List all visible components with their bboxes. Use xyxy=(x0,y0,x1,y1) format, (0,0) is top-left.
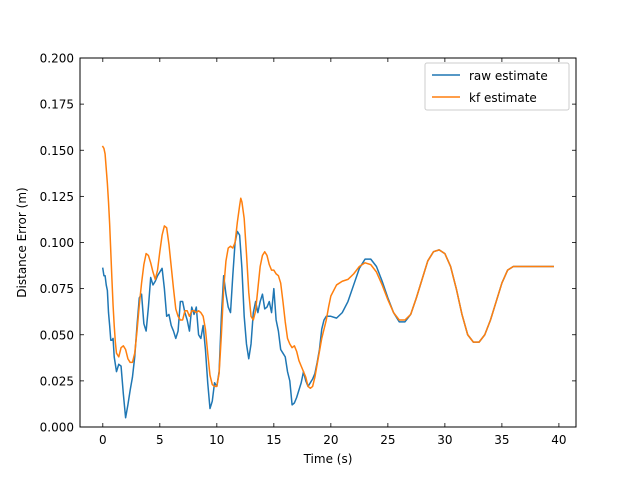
y-axis-label: Distance Error (m) xyxy=(15,187,29,297)
y-tick-label: 0.100 xyxy=(40,236,74,250)
axes-frame xyxy=(79,57,577,428)
series-line-raw-estimate xyxy=(101,230,554,419)
legend-label-kf-estimate: kf estimate xyxy=(469,91,537,105)
y-tick-label: 0.025 xyxy=(40,374,74,388)
series-line-kf-estimate xyxy=(101,145,554,389)
x-tick-label: 0 xyxy=(99,433,107,447)
y-tick-label: 0.050 xyxy=(40,328,74,342)
y-tick-label: 0.175 xyxy=(40,98,74,112)
y-axis-ticks: 0.000 0.025 0.050 0.075 0.100 0.125 0.150 0.175… xyxy=(40,52,576,435)
x-tick-label: 40 xyxy=(551,433,566,447)
series-layer xyxy=(101,145,554,419)
x-tick-label: 10 xyxy=(209,433,224,447)
y-tick-label: 0.150 xyxy=(40,144,74,158)
x-tick-label: 35 xyxy=(494,433,509,447)
x-tick-label: 5 xyxy=(156,433,164,447)
legend: raw estimate kf estimate xyxy=(424,62,570,111)
x-axis-ticks: 0 5 10 15 20 25 30 35 40 xyxy=(99,58,567,447)
legend-label-raw-estimate: raw estimate xyxy=(469,69,548,83)
x-tick-label: 30 xyxy=(437,433,452,447)
y-tick-label: 0.075 xyxy=(40,282,74,296)
plot-area xyxy=(101,145,554,419)
x-tick-label: 15 xyxy=(266,433,281,447)
y-tick-label: 0.000 xyxy=(40,421,74,435)
x-tick-label: 20 xyxy=(323,433,338,447)
x-tick-label: 25 xyxy=(380,433,395,447)
y-tick-label: 0.200 xyxy=(40,52,74,66)
x-axis-label: Time (s) xyxy=(303,452,353,466)
legend-box xyxy=(424,62,570,111)
y-tick-label: 0.125 xyxy=(40,190,74,204)
